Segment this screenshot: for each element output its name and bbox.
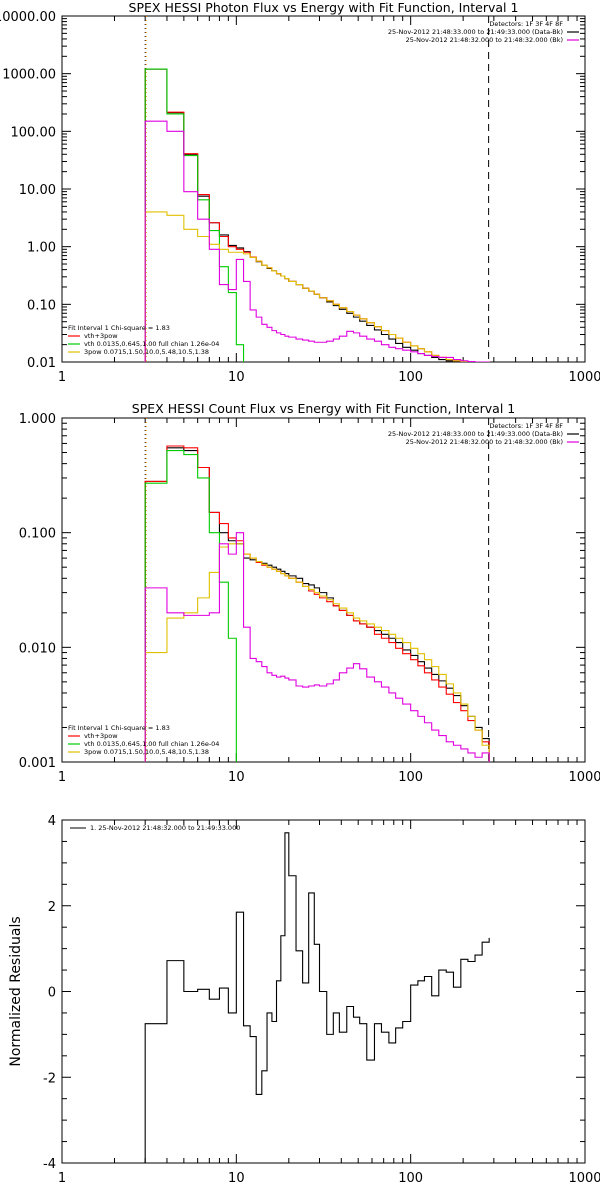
plot-frame bbox=[61, 417, 586, 763]
y-tick-label: -4 bbox=[43, 1157, 56, 1172]
count-flux-chart: SPEX HESSI Count Flux vs Energy with Fit… bbox=[19, 401, 600, 785]
legend-entry: vth+3pow bbox=[84, 732, 118, 740]
y-tick-label: 0.100 bbox=[19, 527, 56, 542]
x-tick-label: 100 bbox=[398, 1171, 423, 1186]
x-tick-label: 100 bbox=[398, 370, 423, 385]
series-line-powerlaw bbox=[144, 211, 490, 362]
legend-entry: 25-Nov-2012 21:48:32.000 to 21:48:32.000… bbox=[406, 438, 563, 446]
plot-frame bbox=[61, 15, 586, 363]
x-tick-label: 10 bbox=[228, 770, 245, 785]
series-group bbox=[144, 445, 490, 762]
chart-title: SPEX HESSI Photon Flux vs Energy with Fi… bbox=[129, 0, 519, 15]
y-tick-label: 10.00 bbox=[19, 183, 56, 198]
y-tick-label: 1.000 bbox=[19, 412, 56, 427]
series-line-total bbox=[144, 68, 490, 362]
series-line-background bbox=[144, 120, 490, 362]
y-axis-label: Normalized Residuals bbox=[8, 916, 24, 1066]
series-line-background bbox=[144, 532, 490, 762]
legend-entry: Detectors: 1F 3F 4F 8F bbox=[489, 20, 563, 28]
series-line-vth bbox=[144, 68, 245, 362]
y-tick-label: 0.10 bbox=[27, 298, 56, 313]
legend-entry: Fit Interval 1 Chi-square = 1.83 bbox=[68, 724, 170, 732]
x-tick-label: 1 bbox=[58, 1171, 66, 1186]
x-tick-label: 1000 bbox=[568, 370, 600, 385]
legend-entry: vth+3pow bbox=[84, 332, 118, 340]
y-tick-label: 0.001 bbox=[19, 756, 56, 771]
chart-title: SPEX HESSI Count Flux vs Energy with Fit… bbox=[132, 401, 515, 416]
x-tick-label: 1 bbox=[58, 770, 66, 785]
series-line-model bbox=[144, 68, 490, 362]
x-tick-label: 10 bbox=[228, 1171, 245, 1186]
y-tick-label: 0 bbox=[48, 986, 56, 1001]
y-tick-label: -2 bbox=[43, 1071, 56, 1086]
y-tick-label: 0.01 bbox=[27, 356, 56, 371]
y-tick-label: 2 bbox=[48, 900, 56, 915]
x-tick-label: 100 bbox=[398, 770, 423, 785]
legend-entry: 25-Nov-2012 21:48:32.000 to 21:48:32.000… bbox=[406, 36, 563, 44]
y-tick-label: 4 bbox=[48, 814, 56, 829]
series-line-residuals bbox=[144, 832, 490, 1163]
y-tick-label: 0.010 bbox=[19, 641, 56, 656]
series-line-model bbox=[144, 445, 490, 762]
x-tick-label: 10 bbox=[228, 370, 245, 385]
residuals-chart: 1 10 100 1000 -4 -2 0 2 4 Normalized Residuals 1. … bbox=[8, 814, 600, 1186]
series-group bbox=[144, 68, 490, 362]
legend-entry: vth 0.0135,0.645,1.00 full chian 1.26e-0… bbox=[84, 340, 219, 348]
legend-entry: Detectors: 1F 3F 4F 8F bbox=[489, 422, 563, 430]
legend-entry: vth 0.0135,0.645,1.00 full chian 1.26e-0… bbox=[84, 740, 219, 748]
legend-entry: Fit Interval 1 Chi-square = 1.83 bbox=[68, 324, 170, 332]
photon-flux-chart: SPEX HESSI Photon Flux vs Energy with Fi… bbox=[0, 0, 600, 385]
series-line-vth bbox=[144, 450, 237, 762]
series-group bbox=[144, 832, 490, 1163]
x-tick-label: 1000 bbox=[568, 1171, 600, 1186]
legend-entry: 25-Nov-2012 21:48:33.000 to 21:49:33.000… bbox=[388, 430, 563, 438]
y-tick-label: 1000.00 bbox=[2, 68, 56, 83]
legend-entry: 1. 25-Nov-2012 21:48:32.000 to 21:49:33.… bbox=[90, 824, 240, 832]
legend-entry: 3pow 0.0715,1.50,10.0,5.48,10.5,1.38 bbox=[84, 348, 209, 356]
x-tick-label: 1 bbox=[58, 370, 66, 385]
y-tick-label: 1.00 bbox=[27, 241, 56, 256]
y-tick-label: 10000.00 bbox=[0, 10, 56, 25]
legend-entry: 3pow 0.0715,1.50,10.0,5.48,10.5,1.38 bbox=[84, 748, 209, 756]
legend-entry: 25-Nov-2012 21:48:33.000 to 21:49:33.000… bbox=[388, 28, 563, 36]
y-tick-label: 100.00 bbox=[11, 125, 57, 140]
x-tick-label: 1000 bbox=[568, 770, 600, 785]
